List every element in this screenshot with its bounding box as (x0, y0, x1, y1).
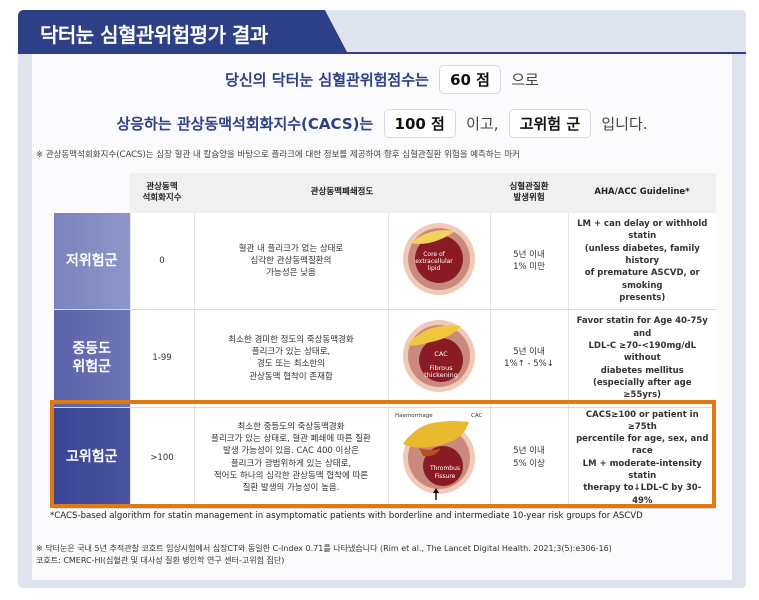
description-cell: 최소한 중등도의 죽상동맥경화 플리크가 있는 상태로, 혈관 폐쇄에 따른 질환… (193, 407, 388, 509)
artery-cross-section-icon: Haemorrhage CAC Thrombus Fissure (395, 413, 483, 500)
cacs-line: 상응하는 관상동맥석회화지수(CACS)는 100 점 이고, 고위험 군 입니… (32, 110, 732, 137)
cacs-cell: >100 (129, 407, 194, 509)
reference-note: ※ 닥터눈은 국내 5년 추적관찰 코호트 임상시험에서 심장CT와 동일한 C… (36, 543, 612, 567)
artery-cross-section-icon: CAC Fibrous thickening (403, 320, 475, 393)
svg-text:CAC: CAC (471, 413, 483, 419)
cacs-value: 100 점 (384, 110, 455, 137)
statin-footnote: *CACS-based algorithm for statin managem… (50, 511, 643, 521)
cacs-middle: 이고, (466, 115, 499, 133)
table-header-row: 관상동맥 석회화지수 관상동맥폐쇄정도 심혈관질환 발생위험 AHA/ACC Gui… (54, 173, 716, 213)
cacs-note: ※ 관상동맥석회화지수(CACS)는 심장 혈관 내 칼슘양을 바탕으로 플라크… (36, 150, 520, 160)
group-mid: 중등도 위험군 (54, 309, 130, 408)
reference-line-1: ※ 닥터눈은 국내 5년 추적관찰 코호트 임상시험에서 심장CT와 동일한 C… (36, 544, 612, 553)
description-cell: 최소한 경미한 정도의 죽상동맥경화 플리크가 있는 상태로, 경도 또는 최소한의… (193, 309, 388, 408)
guideline-cell: LM + can delay or withhold statin (unless… (567, 213, 716, 311)
risk-cell: 5년 이내 1% 미만 (489, 213, 568, 311)
cacs-suffix: 입니다. (601, 115, 648, 133)
table-row: 저위험군 0 혈관 내 플리크가 없는 상태로 심각한 관상동맥질환의 가능성은 낮… (54, 213, 716, 311)
risk-group-value: 고위험 군 (509, 110, 591, 137)
risk-cell: 5년 이내 5% 이상 (489, 407, 568, 509)
group-low: 저위험군 (54, 213, 130, 311)
guideline-cell: CACS≥100 or patient in ≥75th percentile f… (567, 407, 716, 509)
cacs-cell: 0 (129, 213, 194, 311)
description-cell: 혈관 내 플리크가 없는 상태로 심각한 관상동맥질환의 가능성은 낮음 (193, 213, 388, 311)
cacs-prefix: 상응하는 관상동맥석회화지수(CACS)는 (116, 115, 374, 133)
title-tab: 닥터눈 심혈관위험평가 결과 (18, 10, 348, 54)
table-row: 중등도 위험군 1-99 최소한 경미한 정도의 죽상동맥경화 플리크가 있는 상태… (54, 309, 716, 408)
score-line: 당신의 닥터눈 심혈관위험점수는 60 점 으로 (32, 66, 732, 93)
artery-image-low: Core of extracellular lipid (387, 213, 490, 311)
page-title: 닥터눈 심혈관위험평가 결과 (40, 23, 268, 47)
header-guideline: AHA/ACC Guideline* (568, 173, 716, 213)
svg-text:Haemorrhage: Haemorrhage (395, 413, 433, 419)
score-suffix: 으로 (511, 71, 539, 89)
artery-image-mid: CAC Fibrous thickening (387, 309, 490, 408)
artery-cross-section-icon: Core of extracellular lipid (403, 223, 475, 295)
table-row: 고위험군 >100 최소한 중등도의 죽상동맥경화 플리크가 있는 상태로, 혈관… (54, 407, 716, 509)
score-prefix: 당신의 닥터눈 심혈관위험점수는 (225, 71, 429, 89)
header-occlusion: 관상동맥폐쇄정도 (194, 173, 490, 213)
risk-cell: 5년 이내 1%↑ - 5%↓ (489, 309, 568, 408)
cacs-cell: 1-99 (129, 309, 194, 408)
header-cacs: 관상동맥 석회화지수 (130, 173, 194, 213)
reference-line-2: 코호트: CMERC-HI(심혈관 및 대사성 질환 병인학 연구 센터-고위험… (36, 556, 285, 565)
score-value: 60 점 (440, 66, 500, 93)
guideline-cell: Favor statin for Age 40-75y and LDL-C ≥70… (567, 309, 716, 408)
header-blank (54, 173, 130, 213)
header-risk: 심혈관질환 발생위험 (490, 173, 568, 213)
group-high: 고위험군 (54, 407, 130, 509)
title-underline (340, 52, 746, 54)
artery-image-high: Haemorrhage CAC Thrombus Fissure (387, 407, 490, 509)
risk-table: 관상동맥 석회화지수 관상동맥폐쇄정도 심혈관질환 발생위험 AHA/ACC Gui… (54, 173, 716, 509)
